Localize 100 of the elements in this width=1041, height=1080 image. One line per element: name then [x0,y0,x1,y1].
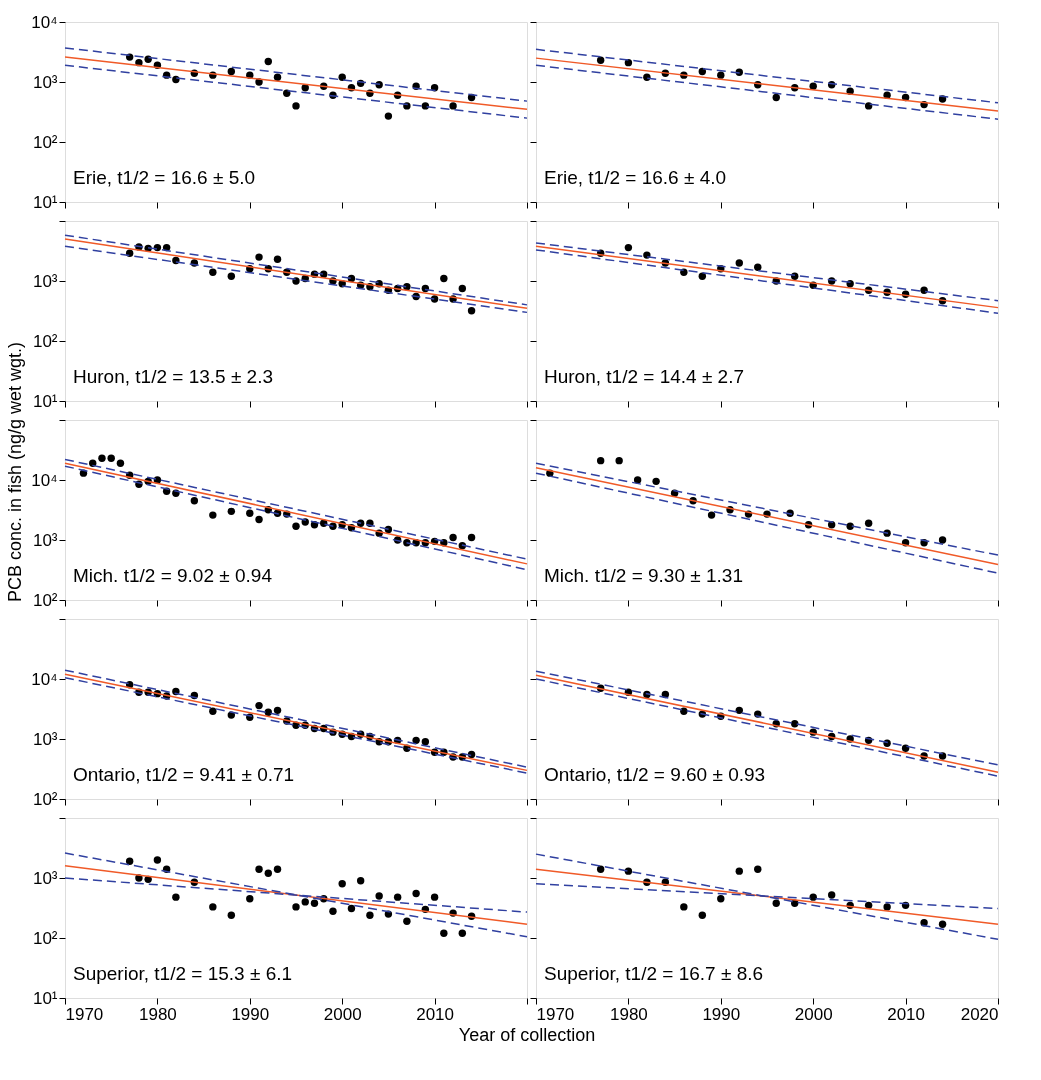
point [624,243,633,252]
point [938,536,947,544]
y-tick-label: 10³ [32,271,58,291]
y-tick-label: 10¹ [32,988,58,1008]
point [273,706,282,715]
y-tick-label: 10¹ [32,192,58,212]
annotation: Erie, t1/2 = 16.6 ± 4.0 [544,167,727,188]
point [227,507,236,516]
x-tick-label: 2000 [323,1004,362,1024]
point [366,911,374,919]
point [246,509,254,517]
point [901,744,910,752]
point [615,456,623,465]
x-tick-label: 2010 [887,1004,926,1024]
point [449,102,457,110]
point [209,511,217,519]
point [717,71,725,79]
point [440,274,448,283]
y-tick-label: 10³ [32,729,58,749]
point [273,255,282,263]
point [172,893,180,901]
point [255,701,263,710]
point [624,58,633,67]
point [338,73,346,81]
x-tick-label: 1970 [65,1004,104,1024]
point [107,454,115,462]
point [292,903,300,911]
y-tick-label: 10² [32,132,58,152]
point [707,511,716,519]
point [329,907,337,915]
point [301,898,309,906]
annotation: Huron, t1/2 = 13.5 ± 2.3 [73,366,274,387]
point [227,67,236,76]
y-tick-label: 10³ [32,530,58,550]
point [172,256,180,265]
point [209,268,217,276]
annotation: Ontario, t1/2 = 9.60 ± 0.93 [544,764,766,785]
point [310,899,319,907]
point [698,272,707,280]
annotation: Superior, t1/2 = 16.7 ± 8.6 [544,963,764,984]
x-tick-label: 2020 [960,1004,999,1024]
annotation: Ontario, t1/2 = 9.41 ± 0.71 [73,764,295,785]
point [467,533,476,542]
y-tick-label: 10⁴ [31,669,58,689]
y-tick-label: 10² [32,789,58,809]
annotation: Huron, t1/2 = 14.4 ± 2.7 [544,366,745,387]
point [735,706,743,715]
point [809,82,817,90]
point [596,456,605,465]
point [347,904,356,913]
point [772,93,780,102]
point [412,736,420,745]
point [144,55,152,63]
point [393,893,402,901]
point [633,476,642,484]
point [421,284,430,293]
point [125,249,134,257]
annotation: Superior, t1/2 = 15.3 ± 6.1 [73,963,293,984]
point [458,929,467,937]
point [735,259,743,267]
point [125,857,134,865]
point [643,73,651,81]
point [356,877,365,885]
y-tick-label: 10² [32,331,58,351]
point [375,892,383,900]
point [255,515,263,524]
point [430,893,439,901]
y-tick-label: 10² [32,590,58,610]
point [264,708,272,716]
point [227,911,236,919]
y-tick-label: 10⁴ [31,470,58,490]
point [255,253,263,261]
point [698,67,707,76]
point [846,522,854,530]
point [440,929,448,937]
point [412,889,420,898]
point [754,263,762,271]
point [421,102,430,110]
point [273,865,282,873]
point [190,497,199,505]
x-axis-title: Year of collection [458,1025,596,1045]
point [680,707,688,715]
point [652,477,660,486]
x-tick-label: 1990 [702,1004,741,1024]
point [209,707,217,715]
point [283,89,291,97]
point [144,875,152,884]
y-tick-label: 10³ [32,72,58,92]
point [292,102,300,110]
x-tick-label: 1980 [609,1004,648,1024]
x-tick-label: 1990 [231,1004,270,1024]
point [458,284,467,293]
x-tick-label: 1970 [536,1004,575,1024]
point [449,533,457,542]
point [255,865,263,873]
y-tick-label: 10⁴ [31,12,58,32]
point [301,84,309,92]
annotation: Mich. t1/2 = 9.02 ± 0.94 [73,565,273,586]
point [98,454,106,462]
point [920,286,928,294]
